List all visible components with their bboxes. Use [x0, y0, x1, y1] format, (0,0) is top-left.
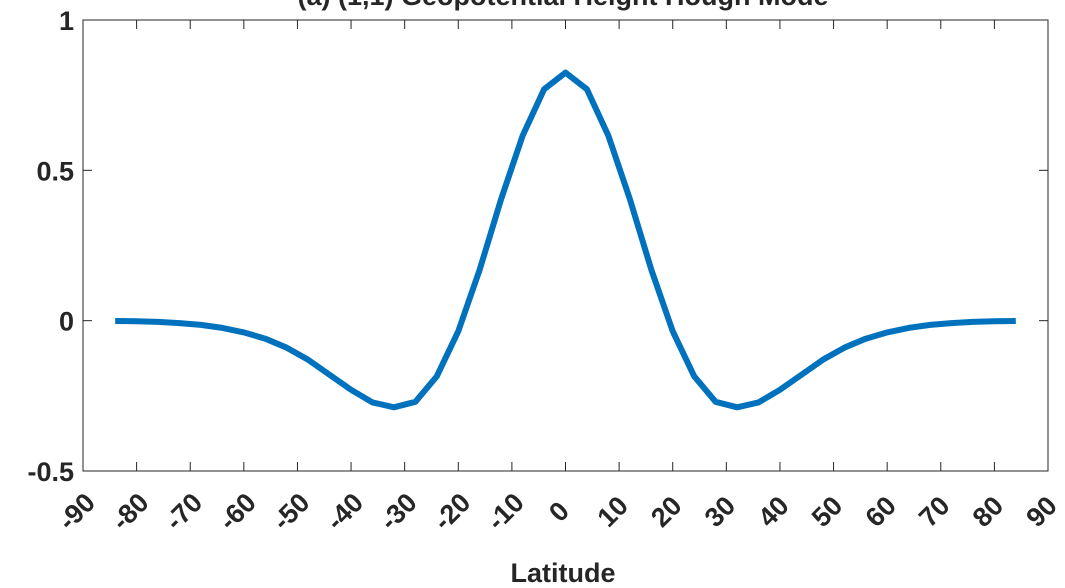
x-tick-label: 0 [543, 496, 575, 528]
x-tick-label: 90 [1020, 490, 1062, 532]
x-tick-label: 20 [645, 490, 687, 532]
x-tick-label: 40 [752, 490, 794, 532]
y-axis-ticks: -0.5 0 0.5 1 [27, 6, 1048, 487]
x-tick-label: -90 [52, 487, 101, 536]
y-tick-label: 0 [59, 307, 74, 337]
x-axis-label: Latitude [511, 558, 616, 588]
x-tick-label: -30 [374, 487, 423, 536]
y-tick-label: 1 [59, 6, 74, 36]
x-tick-label: 50 [806, 490, 848, 532]
plot-area [82, 19, 1049, 472]
x-tick-label: -20 [428, 487, 477, 536]
series-line [115, 69, 1016, 411]
x-tick-label: 10 [592, 490, 634, 532]
x-tick-label: 30 [699, 490, 741, 532]
x-tick-label: -10 [481, 487, 530, 536]
x-tick-label: 60 [860, 490, 902, 532]
chart-title: (a) (1,1) Geopotential Height Hough Mode [298, 0, 829, 11]
x-tick-label: 80 [967, 490, 1009, 532]
y-tick-label: -0.5 [27, 457, 74, 487]
x-tick-label: -50 [267, 487, 316, 536]
x-tick-label: 70 [913, 490, 955, 532]
x-tick-label: -60 [213, 487, 262, 536]
x-tick-label: -80 [106, 487, 155, 536]
y-tick-label: 0.5 [36, 156, 74, 186]
x-tick-label: -70 [159, 487, 208, 536]
x-tick-label: -40 [320, 487, 369, 536]
